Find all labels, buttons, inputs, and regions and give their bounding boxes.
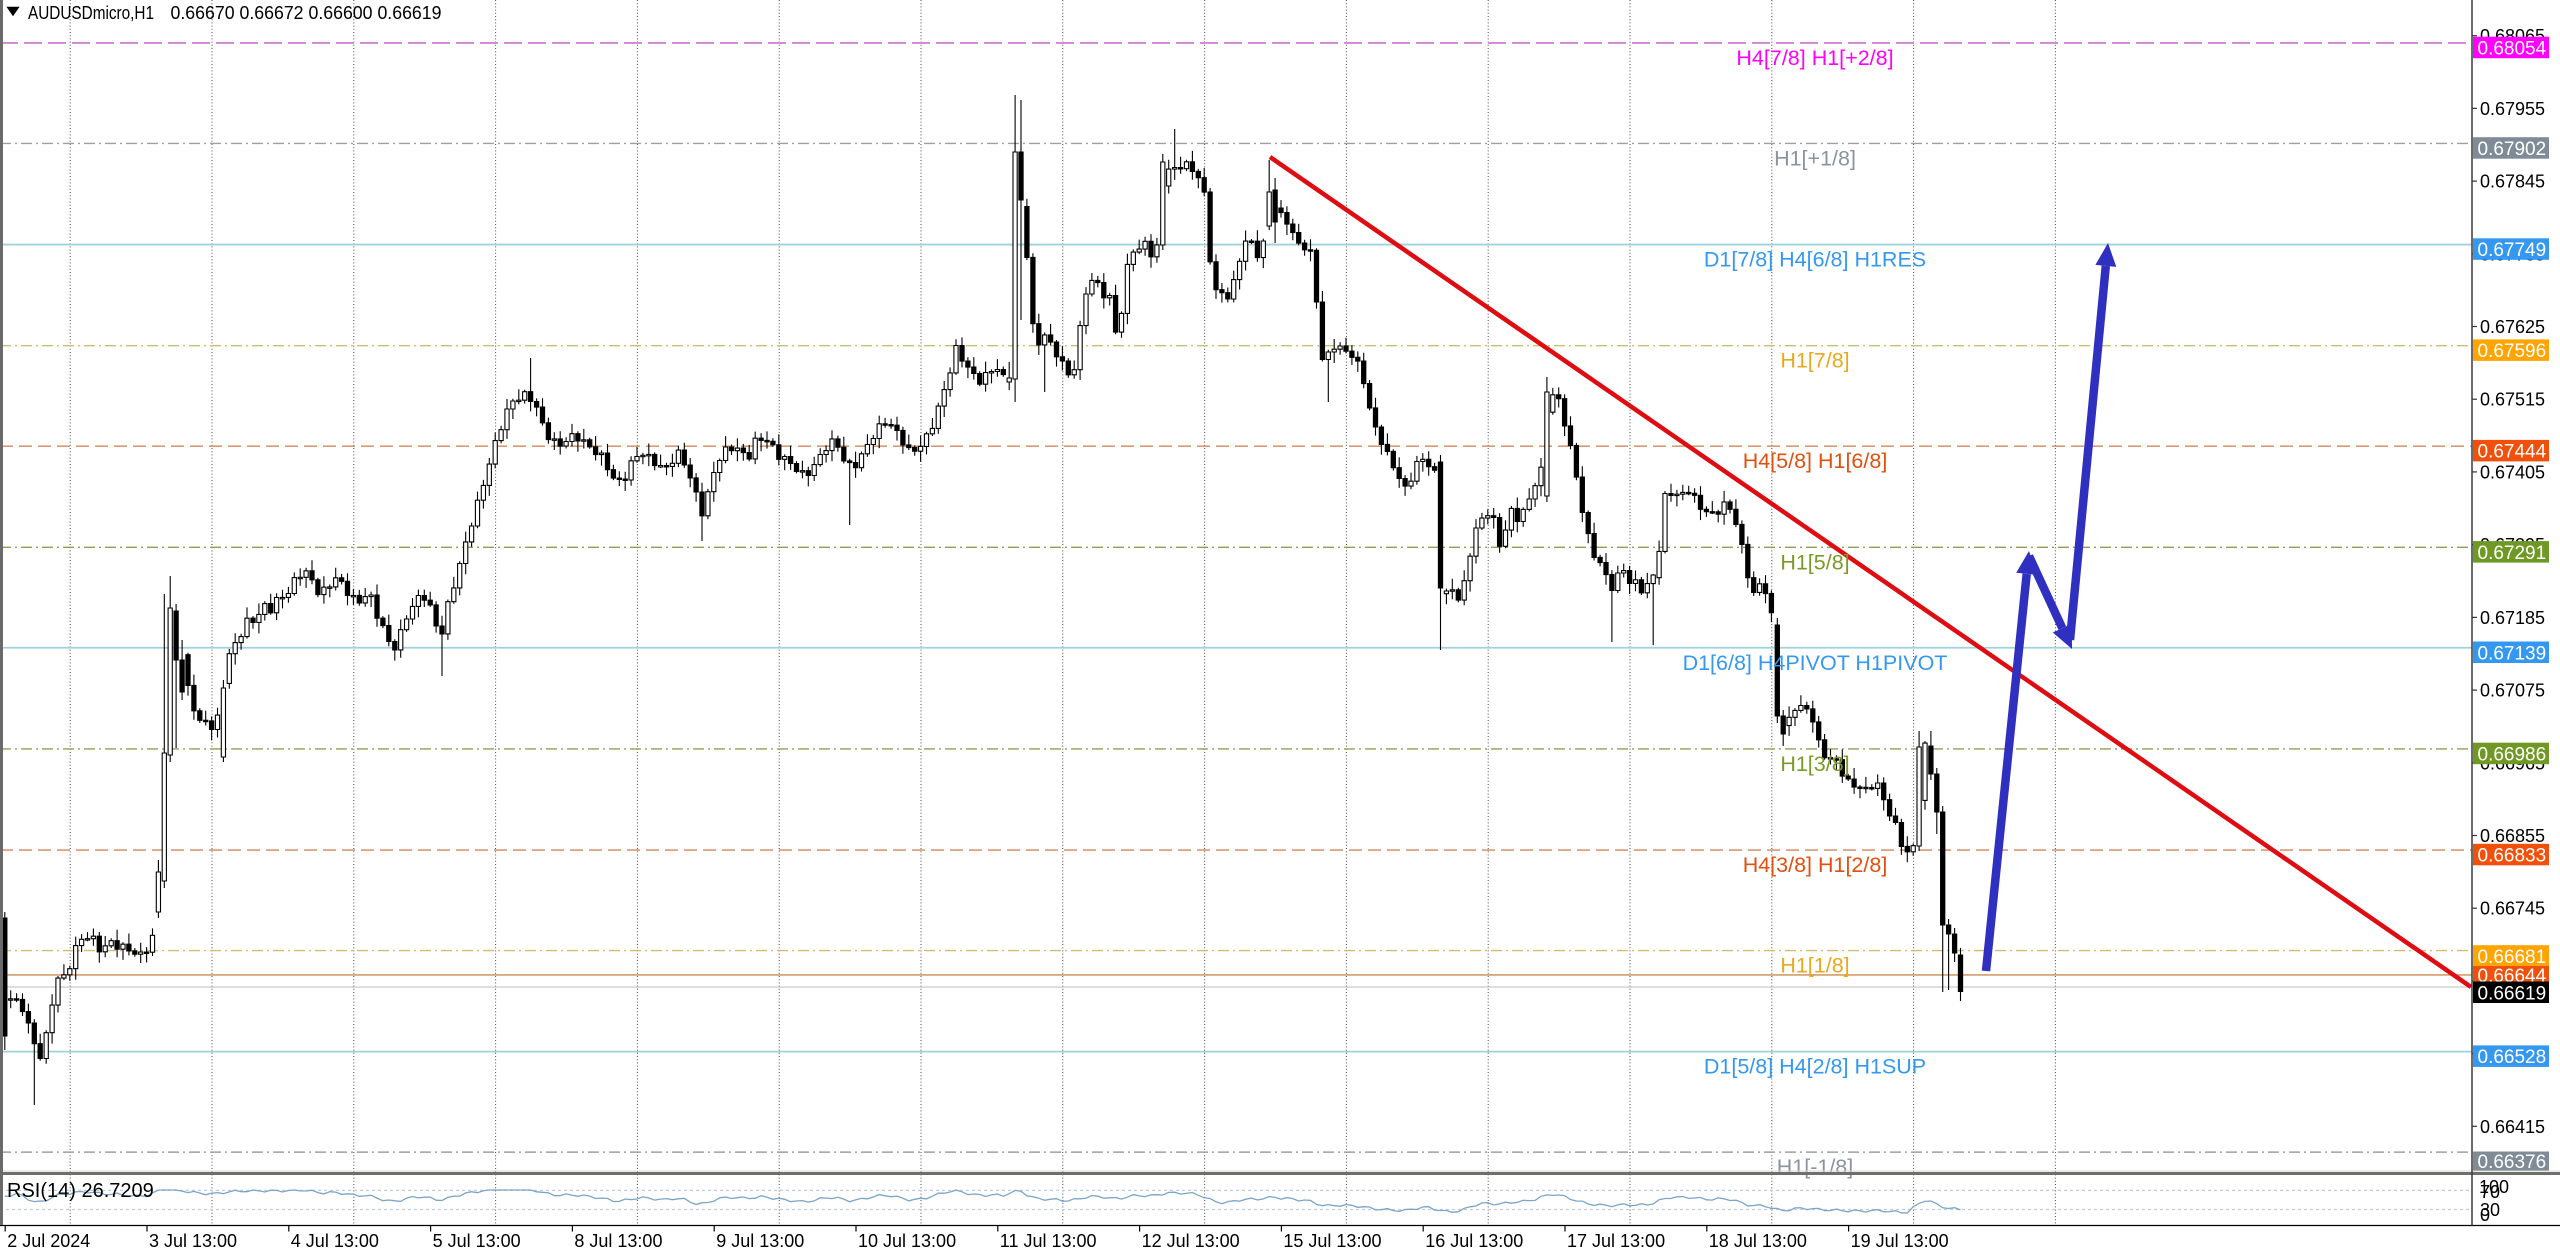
- svg-text:8 Jul 13:00: 8 Jul 13:00: [574, 1231, 662, 1251]
- svg-text:0.66855: 0.66855: [2480, 826, 2545, 846]
- svg-text:30: 30: [2480, 1200, 2500, 1220]
- svg-text:H1[-1/8]: H1[-1/8]: [1777, 1155, 1853, 1179]
- svg-text:10 Jul 13:00: 10 Jul 13:00: [858, 1231, 956, 1251]
- svg-text:0.66986: 0.66986: [2478, 744, 2547, 765]
- svg-text:D1[6/8] H4PIVOT H1PIVOT: D1[6/8] H4PIVOT H1PIVOT: [1683, 651, 1948, 675]
- svg-text:0.66528: 0.66528: [2478, 1047, 2547, 1068]
- svg-text:0.67515: 0.67515: [2480, 390, 2545, 410]
- svg-text:0.67444: 0.67444: [2478, 442, 2547, 463]
- svg-text:0.67185: 0.67185: [2480, 608, 2545, 628]
- svg-text:0.67075: 0.67075: [2480, 681, 2545, 701]
- svg-text:5 Jul 13:00: 5 Jul 13:00: [433, 1231, 521, 1251]
- svg-text:H4[5/8] H1[6/8]: H4[5/8] H1[6/8]: [1743, 449, 1888, 473]
- svg-text:11 Jul 13:00: 11 Jul 13:00: [1000, 1231, 1097, 1251]
- svg-text:0.68054: 0.68054: [2478, 39, 2547, 60]
- svg-text:AUDUSDmicro,H1: AUDUSDmicro,H1: [28, 3, 154, 23]
- svg-text:RSI(14) 26.7209: RSI(14) 26.7209: [7, 1180, 154, 1202]
- svg-text:0.67596: 0.67596: [2478, 341, 2547, 362]
- svg-text:9 Jul 13:00: 9 Jul 13:00: [716, 1231, 804, 1251]
- svg-text:0.66745: 0.66745: [2480, 899, 2545, 919]
- svg-text:D1[7/8] H4[6/8] H1RES: D1[7/8] H4[6/8] H1RES: [1704, 248, 1926, 272]
- svg-text:0.66670 0.66672 0.66600 0.6661: 0.66670 0.66672 0.66600 0.66619: [171, 3, 442, 23]
- svg-text:18 Jul 13:00: 18 Jul 13:00: [1709, 1231, 1807, 1251]
- svg-text:H1[3/8]: H1[3/8]: [1780, 752, 1849, 776]
- svg-text:H1[5/8]: H1[5/8]: [1780, 550, 1849, 574]
- svg-text:17 Jul 13:00: 17 Jul 13:00: [1567, 1231, 1665, 1251]
- svg-text:H4[7/8] H1[+2/8]: H4[7/8] H1[+2/8]: [1736, 46, 1893, 70]
- svg-text:70: 70: [2480, 1182, 2500, 1202]
- svg-text:2 Jul 2024: 2 Jul 2024: [7, 1231, 90, 1251]
- svg-text:0.66833: 0.66833: [2478, 846, 2547, 867]
- svg-text:H4[3/8] H1[2/8]: H4[3/8] H1[2/8]: [1743, 853, 1888, 877]
- svg-text:0.67955: 0.67955: [2480, 99, 2545, 119]
- svg-text:H1[7/8]: H1[7/8]: [1780, 349, 1849, 373]
- svg-text:15 Jul 13:00: 15 Jul 13:00: [1283, 1231, 1381, 1251]
- svg-text:0.66376: 0.66376: [2478, 1152, 2547, 1173]
- svg-text:0.67405: 0.67405: [2480, 462, 2545, 482]
- svg-text:0.66415: 0.66415: [2480, 1117, 2545, 1137]
- svg-text:12 Jul 13:00: 12 Jul 13:00: [1142, 1231, 1240, 1251]
- svg-text:0.67749: 0.67749: [2478, 240, 2547, 261]
- svg-text:0.67902: 0.67902: [2478, 139, 2547, 160]
- svg-text:H1[+1/8]: H1[+1/8]: [1774, 146, 1856, 170]
- svg-text:16 Jul 13:00: 16 Jul 13:00: [1425, 1231, 1523, 1251]
- svg-text:0.67291: 0.67291: [2478, 543, 2547, 564]
- svg-text:0.66681: 0.66681: [2478, 947, 2547, 968]
- svg-text:0.66619: 0.66619: [2478, 983, 2547, 1004]
- svg-text:100: 100: [2479, 1177, 2509, 1197]
- svg-text:19 Jul 13:00: 19 Jul 13:00: [1851, 1231, 1949, 1251]
- svg-text:0.67139: 0.67139: [2478, 643, 2547, 664]
- svg-text:3 Jul 13:00: 3 Jul 13:00: [149, 1231, 237, 1251]
- svg-text:0.67845: 0.67845: [2480, 172, 2545, 192]
- svg-text:H1[1/8]: H1[1/8]: [1780, 954, 1849, 978]
- svg-text:4 Jul 13:00: 4 Jul 13:00: [291, 1231, 379, 1251]
- svg-text:0: 0: [2480, 1205, 2490, 1225]
- svg-text:D1[5/8] H4[2/8] H1SUP: D1[5/8] H4[2/8] H1SUP: [1704, 1055, 1926, 1079]
- svg-text:0.67625: 0.67625: [2480, 317, 2545, 337]
